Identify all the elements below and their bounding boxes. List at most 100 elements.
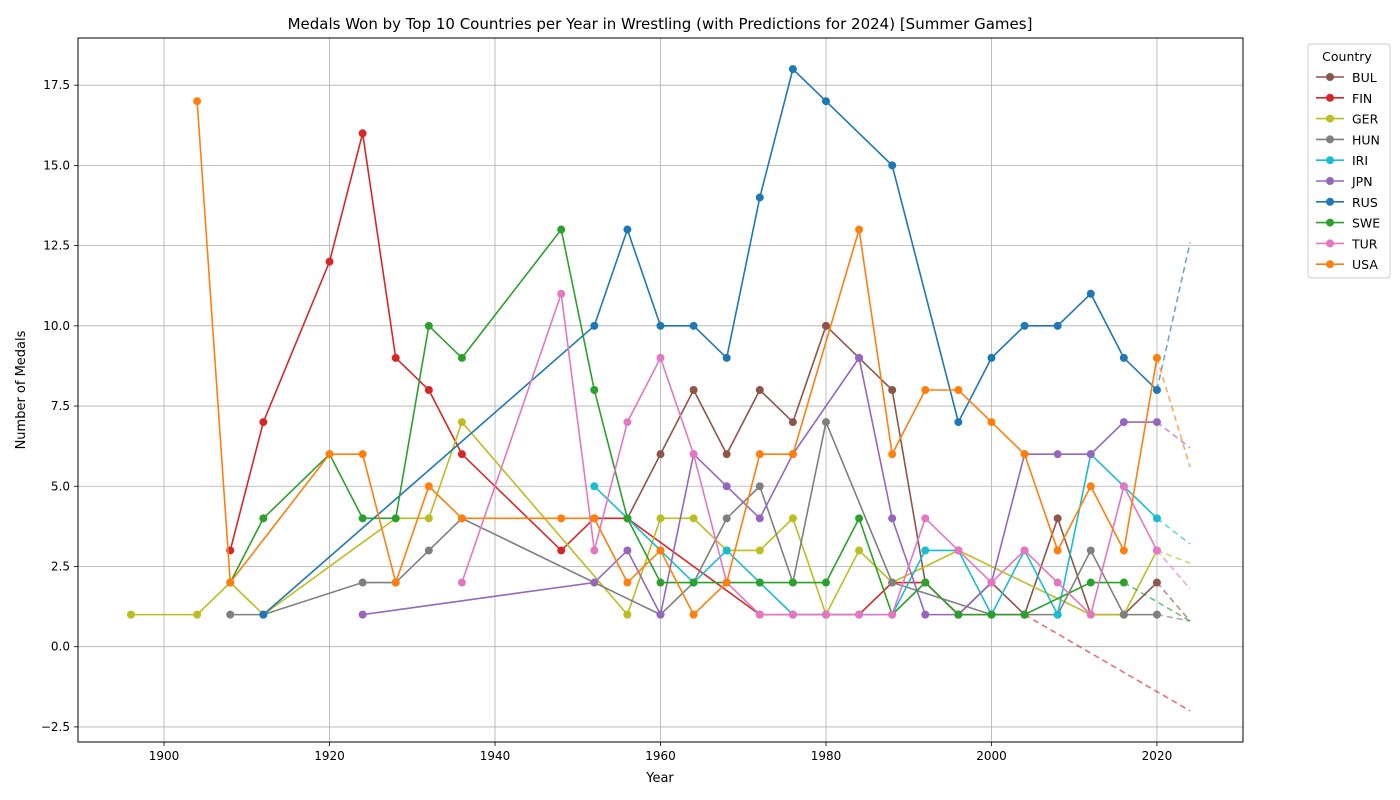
data-point-usa [590, 514, 599, 523]
legend-label-bul: BUL [1352, 70, 1377, 85]
data-point-rus [1086, 289, 1095, 298]
data-point-tur [1086, 610, 1095, 619]
data-point-jpn [1152, 418, 1161, 427]
data-point-swe [855, 514, 864, 523]
data-point-hun [358, 578, 367, 587]
data-point-hun [821, 418, 830, 427]
data-point-hun [1086, 546, 1095, 555]
data-point-usa [557, 514, 566, 523]
prediction-line-tur [1156, 549, 1191, 590]
data-point-swe [358, 514, 367, 523]
data-point-ger [126, 610, 135, 619]
data-point-hun [1119, 610, 1128, 619]
series-rus [259, 65, 1191, 619]
data-point-tur [557, 289, 566, 298]
data-point-fin [259, 418, 268, 427]
x-tick-label: 2000 [976, 749, 1007, 763]
series-tur [457, 289, 1191, 619]
legend-title: Country [1322, 49, 1372, 64]
data-point-fin [358, 129, 367, 138]
y-tick-label: 5.0 [51, 479, 70, 493]
data-point-jpn [656, 610, 665, 619]
series-layer [126, 65, 1191, 712]
legend-item-swe: SWE [1316, 216, 1380, 231]
data-point-jpn [358, 610, 367, 619]
x-tick-label: 1960 [645, 749, 676, 763]
data-point-swe [1020, 610, 1029, 619]
data-point-hun [755, 482, 764, 491]
prediction-line-fin [1024, 613, 1191, 712]
data-point-swe [424, 321, 433, 330]
data-point-tur [788, 610, 797, 619]
data-point-rus [656, 321, 665, 330]
data-point-usa [193, 97, 202, 106]
data-point-bul [1152, 578, 1161, 587]
data-point-ger [424, 514, 433, 523]
data-point-bul [788, 418, 797, 427]
data-point-usa [391, 578, 400, 587]
data-point-swe [788, 578, 797, 587]
data-point-usa [755, 450, 764, 459]
data-point-rus [1152, 386, 1161, 394]
y-tick-label: 10.0 [43, 319, 70, 333]
series-fin [226, 129, 1191, 712]
y-tick-label: −2.5 [41, 720, 70, 734]
legend-label-fin: FIN [1352, 91, 1372, 106]
legend-marker-usa [1326, 260, 1334, 269]
y-tick-label: 15.0 [43, 158, 70, 172]
data-point-tur [689, 450, 698, 459]
grid [78, 38, 1243, 742]
data-point-swe [1119, 578, 1128, 587]
data-point-rus [590, 321, 599, 330]
data-point-jpn [855, 353, 864, 362]
data-point-usa [788, 450, 797, 459]
legend-marker-tur [1326, 239, 1334, 248]
series-iri [590, 450, 1191, 619]
series-line-ger [130, 420, 1158, 617]
data-point-tur [656, 353, 665, 362]
x-tick-label: 1900 [149, 749, 180, 763]
data-point-rus [722, 353, 731, 362]
legend-item-jpn: JPN [1316, 174, 1373, 189]
data-point-usa [424, 482, 433, 491]
data-point-hun [722, 514, 731, 523]
legend-item-fin: FIN [1316, 91, 1372, 106]
data-point-tur [755, 610, 764, 619]
data-point-fin [391, 353, 400, 362]
legend-label-ger: GER [1352, 112, 1379, 127]
x-tick-label: 1980 [811, 749, 842, 763]
data-point-bul [888, 386, 897, 394]
data-point-usa [689, 610, 698, 619]
x-tick-label: 2020 [1142, 749, 1173, 763]
prediction-line-rus [1156, 242, 1191, 391]
chart-title: Medals Won by Top 10 Countries per Year … [288, 15, 1033, 33]
x-tick-label: 1940 [480, 749, 511, 763]
data-point-usa [987, 418, 996, 427]
data-point-usa [1020, 450, 1029, 459]
data-point-swe [1086, 578, 1095, 587]
data-point-tur [987, 578, 996, 587]
data-point-bul [656, 450, 665, 459]
data-point-rus [1020, 321, 1029, 330]
data-point-iri [1053, 610, 1062, 619]
data-point-tur [1053, 578, 1062, 587]
data-point-fin [557, 546, 566, 555]
data-point-iri [921, 546, 930, 555]
data-point-rus [987, 353, 996, 362]
data-point-swe [821, 578, 830, 587]
data-point-bul [722, 450, 731, 459]
prediction-line-swe [1123, 581, 1191, 622]
legend-label-jpn: JPN [1351, 174, 1373, 189]
data-point-hun [888, 578, 897, 587]
y-tick-label: 7.5 [51, 399, 70, 413]
legend-marker-swe [1326, 218, 1334, 227]
data-point-tur [855, 610, 864, 619]
legend-item-usa: USA [1316, 257, 1378, 272]
series-line-swe [229, 227, 1124, 617]
data-point-tur [590, 546, 599, 555]
data-point-usa [1053, 546, 1062, 555]
data-point-rus [623, 225, 632, 234]
legend-item-ger: GER [1316, 112, 1379, 127]
legend-marker-fin [1326, 93, 1334, 102]
series-ger [126, 418, 1191, 619]
